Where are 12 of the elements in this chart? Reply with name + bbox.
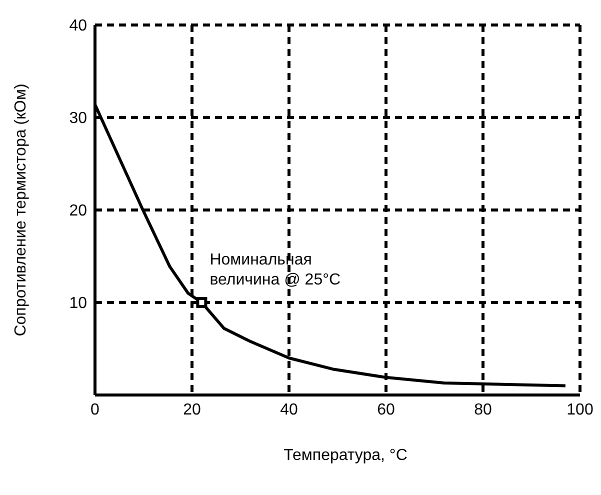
x-axis-title: Температура, °C [282, 447, 408, 465]
y-tick-label: 10 [69, 295, 88, 312]
y-axis-title: Сопротивление термистора (кОм) [12, 84, 30, 336]
x-tick-label: 60 [377, 401, 395, 418]
x-tick-label: 0 [90, 401, 100, 418]
y-tick-label: 20 [69, 202, 88, 220]
x-tick-label: 20 [183, 401, 201, 418]
x-tick-label: 40 [280, 401, 298, 418]
y-tick-label: 40 [69, 18, 88, 35]
x-tick-label: 80 [474, 401, 492, 418]
y-tick-label: 30 [69, 110, 88, 128]
x-tick-label: 100 [566, 401, 594, 418]
